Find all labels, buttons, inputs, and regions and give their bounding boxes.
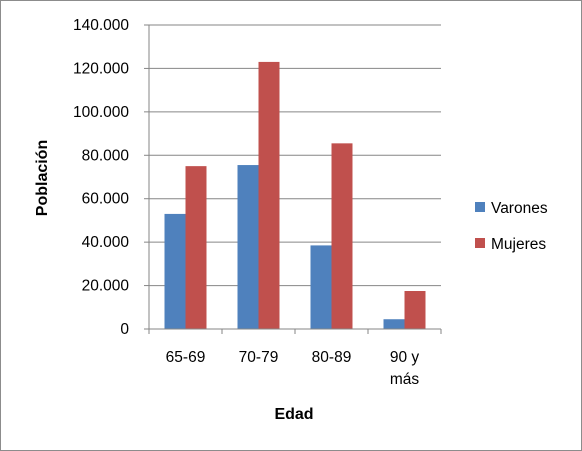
y-tick-label: 60.000 (82, 191, 130, 208)
y-tick-label: 120.000 (73, 60, 129, 77)
bar-varones-1 (237, 165, 259, 329)
x-tick-labels: 65-69 70-79 80-89 90 y más (166, 349, 420, 388)
x-tick-label: 70-79 (239, 349, 279, 366)
legend-label-varones: Varones (491, 200, 548, 217)
y-tick-label: 100.000 (73, 104, 129, 121)
bar-varones-2 (310, 245, 332, 329)
x-tick-label: más (390, 371, 420, 388)
legend-label-mujeres: Mujeres (491, 236, 546, 253)
bar-mujeres-0 (185, 166, 207, 329)
x-tick-label: 90 y (390, 349, 420, 366)
x-axis-title: Edad (274, 406, 313, 423)
legend-swatch-varones (475, 202, 485, 212)
y-tick-labels: 0 20.000 40.000 60.000 80.000 100.000 120.000 1… (73, 17, 129, 338)
y-tick-label: 140.000 (73, 17, 129, 34)
y-tick-label: 80.000 (82, 147, 130, 164)
x-tick-label: 65-69 (166, 349, 206, 366)
bar-varones-3 (383, 319, 405, 329)
bars (164, 61, 426, 330)
y-tick-label: 0 (120, 321, 129, 338)
y-axis-title: Población (34, 140, 51, 216)
x-tick-label: 80-89 (312, 349, 352, 366)
bar-varones-0 (164, 213, 186, 329)
y-tick-label: 20.000 (82, 278, 130, 295)
legend: Varones Mujeres (475, 200, 548, 253)
bar-mujeres-3 (404, 291, 426, 329)
axes (148, 25, 441, 330)
bar-mujeres-1 (258, 61, 280, 330)
y-tick-label: 40.000 (82, 234, 130, 251)
bar-mujeres-2 (331, 143, 353, 329)
legend-swatch-mujeres (475, 238, 485, 248)
